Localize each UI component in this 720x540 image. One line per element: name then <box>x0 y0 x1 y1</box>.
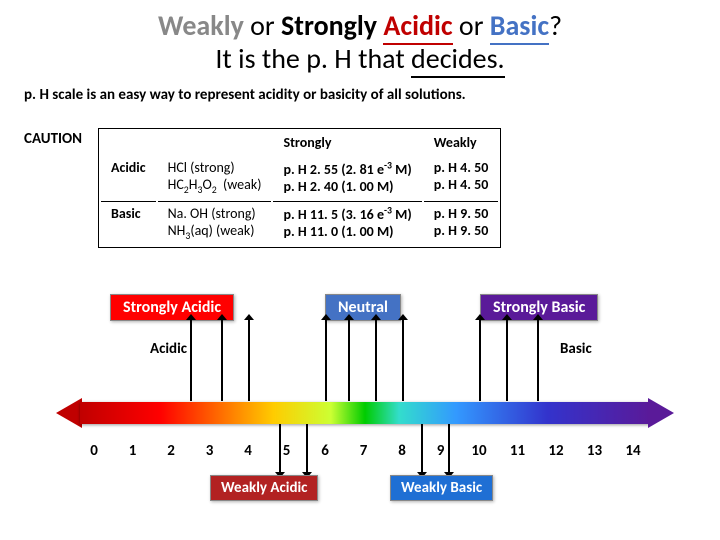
row-basic: Basic <box>101 201 156 245</box>
up-arrow <box>248 320 250 401</box>
scale-tick-2: 2 <box>159 442 183 460</box>
scale-tick-6: 6 <box>313 442 337 460</box>
col-weakly: Weakly <box>424 131 499 154</box>
ph-data-table: Strongly Weakly Acidic HCl (strong)HC2H3… <box>98 128 501 248</box>
neutral-box: Neutral <box>325 294 401 321</box>
scale-tick-3: 3 <box>198 442 222 460</box>
title-line-1: Weakly or Strongly Acidic or Basic? <box>0 8 720 43</box>
acidic-compounds: HCl (strong)HC2H3O2 (weak) <box>158 156 272 199</box>
scale-tick-4: 4 <box>236 442 260 460</box>
up-arrow <box>348 320 350 401</box>
scale-tick-7: 7 <box>352 442 376 460</box>
basic-strong-ph: p. H 11. 5 (3. 16 e-3 M)p. H 11. 0 (1. 0… <box>273 201 421 245</box>
down-arrow <box>421 424 423 472</box>
acidic-weak-ph: p. H 4. 50p. H 4. 50 <box>424 156 499 199</box>
down-arrow <box>448 424 450 472</box>
scale-tick-13: 13 <box>583 442 607 460</box>
up-arrow <box>375 320 377 401</box>
caution-label: CAUTION <box>24 130 82 148</box>
up-arrow <box>537 320 539 401</box>
scale-tick-1: 1 <box>121 442 145 460</box>
basic-compounds: Na. OH (strong)NH3(aq) (weak) <box>158 201 272 245</box>
scale-tick-12: 12 <box>544 442 568 460</box>
scale-left-arrow <box>56 398 82 428</box>
row-acidic: Acidic <box>101 156 156 199</box>
title-line-2: It is the p. H that decides. <box>0 41 720 76</box>
scale-tick-14: 14 <box>621 442 645 460</box>
up-arrow <box>506 320 508 401</box>
basic-weak-ph: p. H 9. 50p. H 9. 50 <box>424 201 499 245</box>
ph-scale-diagram: Strongly Acidic Neutral Strongly Basic A… <box>0 290 720 530</box>
up-arrow <box>325 320 327 401</box>
up-arrow <box>402 320 404 401</box>
weakly-acidic-box: Weakly Acidic <box>210 475 318 501</box>
scale-tick-11: 11 <box>506 442 530 460</box>
down-arrow <box>306 424 308 472</box>
scale-tick-0: 0 <box>82 442 106 460</box>
title-basic: Basic <box>490 8 549 45</box>
basic-label: Basic <box>560 340 592 358</box>
subtitle: p. H scale is an easy way to represent a… <box>24 86 720 104</box>
title-weakly: Weakly <box>158 8 244 43</box>
scale-tick-10: 10 <box>467 442 491 460</box>
acidic-strong-ph: p. H 2. 55 (2. 81 e-3 M)p. H 2. 40 (1. 0… <box>273 156 421 199</box>
up-arrow <box>190 320 192 401</box>
up-arrow <box>221 320 223 401</box>
scale-right-arrow <box>648 398 674 428</box>
strongly-acidic-box: Strongly Acidic <box>110 294 234 321</box>
weakly-basic-box: Weakly Basic <box>390 475 493 501</box>
scale-tick-8: 8 <box>390 442 414 460</box>
title-acidic: Acidic <box>383 8 452 45</box>
up-arrow <box>479 320 481 401</box>
title-strongly: Strongly <box>281 8 377 43</box>
acidic-label: Acidic <box>150 340 187 358</box>
col-strongly: Strongly <box>273 131 421 154</box>
down-arrow <box>279 424 281 472</box>
ph-gradient-bar <box>80 402 650 424</box>
